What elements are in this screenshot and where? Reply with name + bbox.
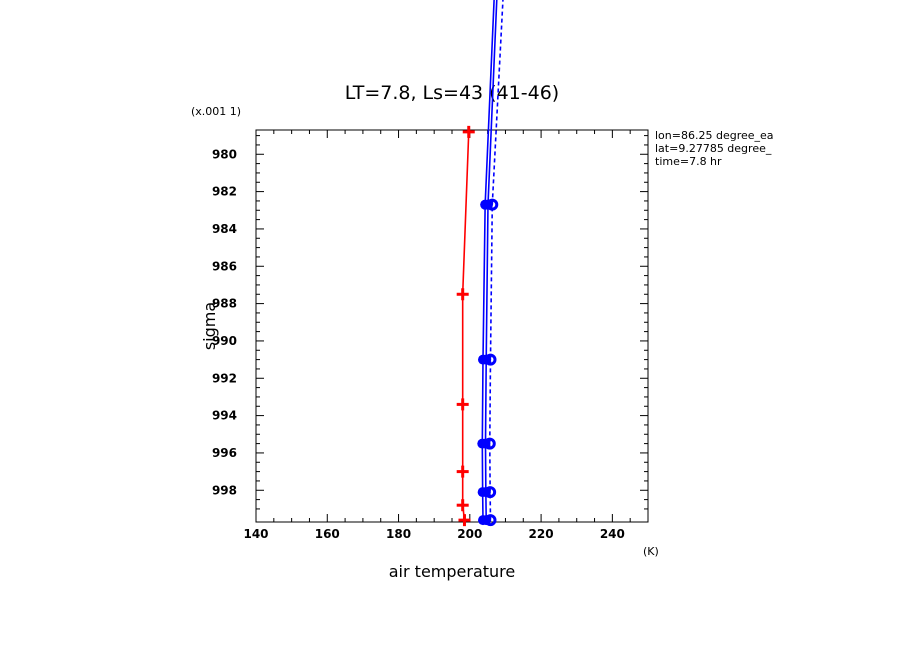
data-point-marker <box>483 437 496 450</box>
y-tick-label: 986 <box>212 259 237 273</box>
info-line-lon: lon=86.25 degree_ea <box>655 129 774 142</box>
y-tick-label: 992 <box>212 371 237 385</box>
x-tick-label: 140 <box>243 527 268 541</box>
data-point-marker <box>484 353 497 366</box>
y-tick-label: 980 <box>212 147 237 161</box>
plot-frame <box>255 129 649 523</box>
x-axis-label: air temperature <box>389 562 515 581</box>
y-axis-label: sigma <box>200 302 219 350</box>
info-line-lat: lat=9.27785 degree_ <box>655 142 772 155</box>
x-tick-label: 200 <box>457 527 482 541</box>
x-tick-label: 220 <box>529 527 554 541</box>
y-tick-label: 984 <box>212 222 237 236</box>
x-tick-label: 160 <box>315 527 340 541</box>
y-tick-label: 990 <box>212 334 237 348</box>
y-tick-label: 996 <box>212 446 237 460</box>
y-tick-label: 998 <box>212 483 237 497</box>
data-point-marker <box>484 514 497 527</box>
y-tick-label: 988 <box>212 297 237 311</box>
y-unit: (x.001 1) <box>191 105 241 118</box>
data-point-marker <box>486 198 499 211</box>
y-tick-label: 994 <box>212 409 237 423</box>
x-tick-label: 240 <box>600 527 625 541</box>
chart-title: LT=7.8, Ls=43 (41-46) <box>345 82 559 104</box>
info-line-time: time=7.8 hr <box>655 155 722 168</box>
data-point-marker <box>484 486 497 499</box>
x-tick-label: 180 <box>386 527 411 541</box>
y-tick-label: 982 <box>212 185 237 199</box>
x-unit: (K) <box>643 545 659 558</box>
series-line-0 <box>461 131 470 521</box>
